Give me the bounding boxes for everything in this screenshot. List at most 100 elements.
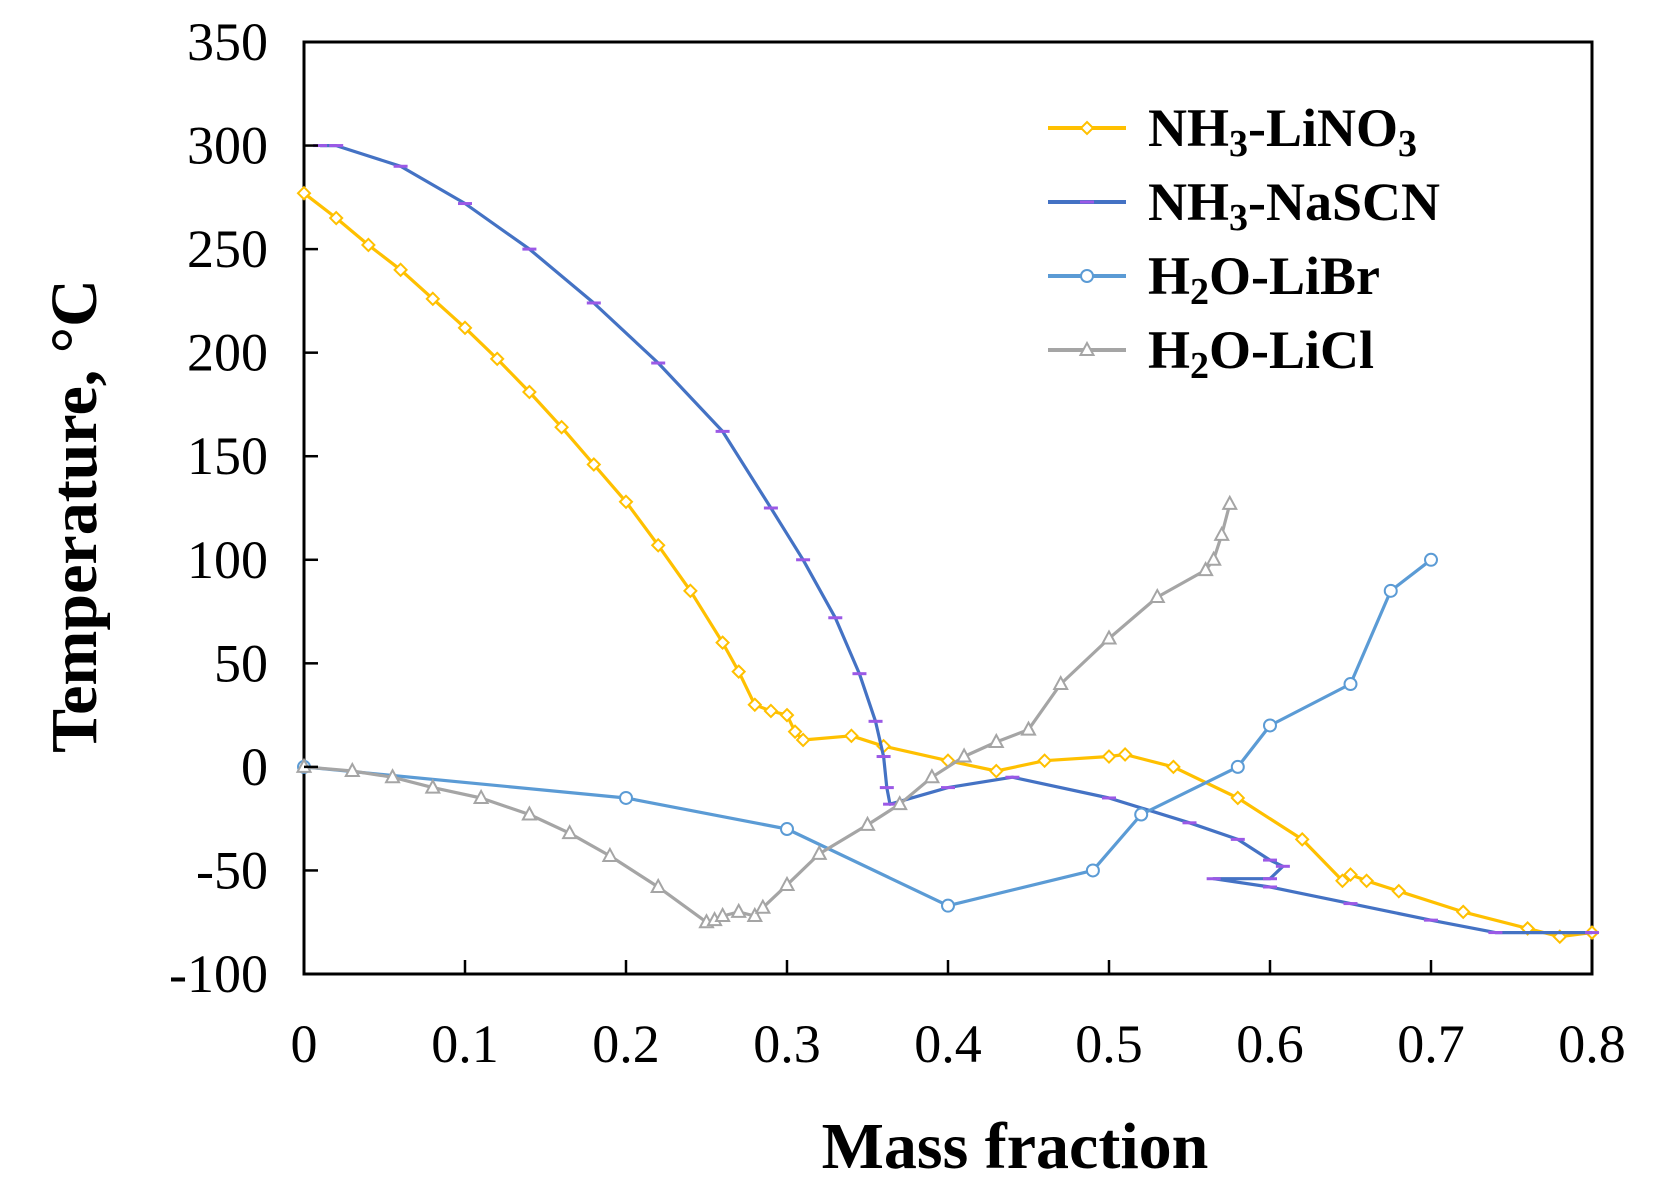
data-point-nh3-lino3 — [1230, 790, 1246, 806]
data-point-nh3-lino3 — [1359, 873, 1375, 889]
data-point-nh3-lino3 — [1165, 759, 1181, 775]
data-point-h2o-libr — [1383, 583, 1398, 598]
data-point-h2o-licl — [730, 902, 747, 918]
data-point-nh3-lino3 — [787, 724, 803, 740]
data-point-nh3-lino3 — [1117, 747, 1133, 762]
data-point-h2o-libr — [1424, 552, 1438, 567]
data-point-nh3-lino3 — [360, 237, 376, 253]
series-line-h2o-licl — [303, 503, 1232, 924]
data-point-h2o-licl — [1100, 629, 1118, 645]
legend-label-nh3-nascn: NH3-NaSCN — [1148, 172, 1440, 239]
data-point-nh3-lino3 — [1101, 749, 1117, 764]
series-h2o-licl — [295, 494, 1238, 929]
data-point-nh3-lino3 — [425, 291, 441, 307]
data-point-h2o-libr — [941, 898, 955, 913]
x-tick-label: 0.1 — [431, 1014, 499, 1074]
data-point-h2o-licl — [1052, 674, 1069, 691]
legend-entry-h2o-libr: H2O-LiBr — [1048, 246, 1380, 313]
data-point-h2o-libr — [1343, 677, 1358, 692]
x-tick-label: 0 — [291, 1014, 318, 1074]
data-point-nh3-lino3 — [650, 537, 666, 553]
series-h2o-libr — [297, 552, 1438, 913]
data-point-nh3-lino3 — [521, 384, 537, 400]
data-point-h2o-licl — [1197, 561, 1214, 577]
y-tick-label: 0 — [241, 737, 268, 797]
data-point-h2o-licl — [1020, 720, 1037, 736]
data-point-h2o-licl — [1205, 550, 1222, 566]
data-point-h2o-licl — [1149, 587, 1166, 604]
data-point-h2o-licl — [384, 768, 401, 784]
x-tick-label: 0.7 — [1397, 1014, 1465, 1074]
x-tick-label: 0.4 — [914, 1014, 982, 1074]
data-point-nh3-lino3 — [457, 320, 473, 336]
data-point-h2o-libr — [1134, 807, 1149, 822]
series-nh3-nascn — [313, 144, 1599, 935]
data-point-h2o-licl — [778, 875, 796, 891]
legend-label-h2o-licl: H2O-LiCl — [1148, 320, 1374, 387]
data-point-h2o-licl — [746, 906, 763, 923]
y-tick-label: -50 — [196, 840, 268, 900]
data-point-h2o-licl — [811, 844, 828, 860]
x-tick-label: 0.5 — [1075, 1014, 1143, 1074]
series-layer — [295, 144, 1600, 945]
legend-entry-h2o-licl: H2O-LiCl — [1048, 320, 1374, 387]
series-line-nh3-nascn — [320, 144, 1592, 935]
data-point-nh3-lino3 — [393, 262, 409, 278]
data-point-nh3-lino3 — [715, 635, 731, 651]
x-tick-label: 0.2 — [592, 1014, 660, 1074]
data-point-h2o-licl — [601, 846, 619, 862]
data-point-nh3-lino3 — [795, 732, 811, 748]
legend-label-nh3-lino3: NH3-LiNO3 — [1148, 98, 1417, 165]
data-point-h2o-licl — [472, 788, 490, 804]
data-point-h2o-licl — [754, 898, 772, 914]
data-point-h2o-licl — [1213, 525, 1230, 541]
series-nh3-lino3 — [296, 185, 1600, 945]
x-tick-label: 0.6 — [1236, 1014, 1304, 1074]
data-point-h2o-licl — [424, 778, 441, 794]
data-point-nh3-lino3 — [682, 583, 698, 599]
data-point-nh3-lino3 — [1391, 883, 1407, 899]
data-point-nh3-lino3 — [763, 703, 779, 719]
y-axis-title: Temperature, °C — [38, 279, 111, 753]
data-point-nh3-lino3 — [1335, 873, 1350, 889]
data-point-nh3-lino3 — [1455, 904, 1471, 920]
legend-label-h2o-libr: H2O-LiBr — [1148, 246, 1380, 313]
data-point-h2o-licl — [859, 815, 876, 831]
legend-entry-nh3-lino3: NH3-LiNO3 — [1048, 98, 1417, 165]
x-axis-title: Mass fraction — [822, 1110, 1209, 1183]
data-point-h2o-libr — [1263, 718, 1277, 733]
data-point-h2o-licl — [521, 805, 538, 821]
data-point-h2o-licl — [714, 906, 731, 923]
data-point-nh3-lino3 — [779, 707, 795, 723]
y-tick-label: 350 — [187, 12, 268, 72]
legend-marker-nh3-lino3 — [1079, 120, 1095, 136]
data-point-h2o-licl — [561, 824, 578, 840]
data-point-h2o-licl — [955, 747, 973, 763]
data-point-h2o-licl — [988, 732, 1005, 749]
data-point-nh3-lino3 — [1343, 867, 1358, 883]
y-tick-label: -100 — [169, 944, 268, 1004]
y-tick-label: 250 — [187, 219, 268, 279]
legend: NH3-LiNO3 NH3-NaSCN H2O-LiBr H2O-LiCl — [1048, 98, 1440, 387]
data-point-h2o-licl — [344, 761, 361, 778]
ticks-layer: 0 0.1 0.2 0.3 0.4 0.5 0.6 0.7 0.8 -100 -50 0 50 100 15… — [169, 12, 1626, 1074]
data-point-h2o-libr — [1230, 759, 1245, 774]
data-point-nh3-lino3 — [1294, 831, 1310, 847]
series-line-nh3-lino3 — [303, 191, 1593, 939]
legend-entry-nh3-nascn: NH3-NaSCN — [1048, 172, 1440, 239]
y-tick-label: 150 — [187, 426, 268, 486]
data-point-nh3-lino3 — [328, 210, 344, 226]
data-point-nh3-lino3 — [1037, 753, 1053, 769]
legend-marker-h2o-licl — [1078, 340, 1096, 356]
y-tick-label: 50 — [214, 633, 268, 693]
data-point-h2o-licl — [923, 768, 941, 784]
data-point-nh3-lino3 — [489, 351, 505, 367]
legend-marker-h2o-libr — [1080, 269, 1094, 283]
data-point-nh3-lino3 — [586, 457, 602, 472]
y-tick-label: 200 — [187, 323, 268, 383]
data-point-nh3-lino3 — [618, 494, 634, 510]
x-tick-label: 0.3 — [753, 1014, 821, 1074]
data-point-nh3-lino3 — [747, 697, 763, 713]
data-point-nh3-lino3 — [731, 664, 747, 680]
